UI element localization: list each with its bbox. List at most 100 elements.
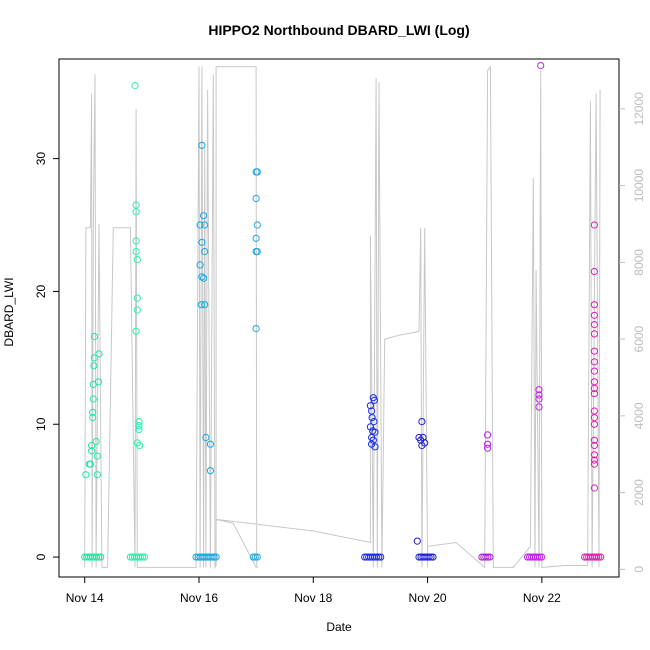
data-point bbox=[133, 294, 141, 302]
data-point bbox=[590, 441, 599, 450]
data-point bbox=[590, 358, 599, 366]
y2-tick-label: 10000 bbox=[632, 169, 646, 203]
data-point bbox=[89, 408, 97, 416]
data-point-baseline bbox=[595, 553, 603, 561]
data-point-baseline bbox=[253, 553, 261, 561]
data-point bbox=[590, 347, 599, 355]
data-point bbox=[590, 330, 599, 338]
data-point bbox=[132, 248, 140, 256]
data-point bbox=[133, 256, 141, 264]
data-point-baseline bbox=[251, 553, 259, 561]
plot-area: Nov 14 Nov 16 Nov 18 Nov 20 Nov 22 0 10 20 30 0 20… bbox=[34, 58, 646, 605]
x-tick-label: Nov 16 bbox=[180, 591, 218, 605]
plot-frame bbox=[58, 58, 620, 578]
data-point bbox=[88, 441, 96, 450]
data-point bbox=[132, 327, 140, 335]
data-point bbox=[86, 460, 95, 468]
data-point bbox=[135, 422, 143, 430]
y2-tick-label: 12000 bbox=[632, 92, 646, 126]
data-point-baseline bbox=[482, 553, 490, 561]
data-point bbox=[590, 267, 599, 276]
data-point bbox=[93, 452, 101, 460]
data-point-baseline bbox=[97, 553, 105, 561]
data-point bbox=[198, 238, 206, 246]
data-point bbox=[535, 386, 543, 394]
data-point bbox=[132, 237, 140, 245]
data-point-baseline bbox=[538, 553, 546, 561]
data-point bbox=[90, 362, 98, 370]
data-point bbox=[202, 433, 210, 442]
data-point bbox=[590, 390, 599, 398]
data-point bbox=[135, 418, 143, 426]
data-point bbox=[369, 436, 377, 444]
data-point bbox=[198, 141, 206, 149]
y-tick-label: 0 bbox=[34, 553, 48, 560]
data-point bbox=[253, 168, 261, 176]
data-point bbox=[196, 261, 204, 269]
data-point bbox=[590, 367, 599, 375]
data-point bbox=[366, 423, 374, 431]
data-point bbox=[413, 537, 421, 545]
data-point bbox=[537, 62, 545, 70]
data-point bbox=[535, 403, 543, 411]
data-point bbox=[366, 402, 374, 410]
data-point bbox=[590, 436, 599, 444]
y2-tick-label: 0 bbox=[632, 566, 646, 573]
y-axis-label: DBARD_LWI bbox=[2, 277, 16, 346]
data-point bbox=[484, 440, 492, 448]
data-point bbox=[95, 350, 103, 358]
data-point bbox=[89, 414, 97, 422]
data-point bbox=[253, 248, 261, 256]
data-point-baseline bbox=[93, 553, 101, 561]
data-point bbox=[89, 395, 97, 403]
data-point bbox=[535, 395, 543, 403]
data-point-baseline bbox=[486, 553, 494, 561]
data-point-baseline bbox=[138, 553, 146, 561]
data-point bbox=[132, 208, 140, 216]
y2-tick-label: 2000 bbox=[632, 479, 646, 506]
x-axis-label: Date bbox=[326, 620, 352, 634]
data-point bbox=[131, 82, 139, 90]
data-point bbox=[200, 212, 208, 220]
chart-title: HIPPO2 Northbound DBARD_LWI (Log) bbox=[208, 22, 469, 38]
data-point-baseline bbox=[249, 553, 257, 561]
data-point-baseline bbox=[95, 553, 103, 561]
x-tick-label: Nov 22 bbox=[523, 591, 561, 605]
data-point bbox=[133, 439, 141, 447]
data-point bbox=[94, 378, 103, 386]
x-tick-label: Nov 14 bbox=[66, 591, 104, 605]
data-point bbox=[590, 414, 599, 422]
data-point bbox=[590, 460, 599, 468]
data-point bbox=[590, 378, 599, 386]
data-point bbox=[484, 444, 492, 452]
data-point bbox=[252, 194, 260, 203]
data-point-baseline bbox=[212, 553, 220, 561]
data-point-baseline bbox=[425, 553, 433, 561]
data-point-baseline bbox=[136, 553, 144, 561]
data-point-baseline bbox=[208, 553, 216, 561]
data-point bbox=[590, 420, 599, 428]
data-point bbox=[252, 325, 260, 333]
data-point bbox=[201, 248, 209, 256]
data-point bbox=[590, 451, 599, 459]
data-point-baseline bbox=[373, 553, 381, 561]
x-tick-label: Nov 20 bbox=[409, 591, 447, 605]
data-point bbox=[590, 456, 599, 464]
data-point bbox=[418, 418, 426, 426]
data-point bbox=[133, 306, 141, 314]
data-point bbox=[371, 428, 379, 436]
x-tick-label: Nov 18 bbox=[294, 591, 332, 605]
data-point bbox=[535, 391, 543, 399]
y-tick-label: 30 bbox=[34, 152, 48, 166]
data-point-baseline bbox=[484, 553, 492, 561]
data-point bbox=[252, 234, 260, 242]
data-point bbox=[200, 274, 208, 282]
data-point bbox=[197, 301, 205, 309]
data-point-baseline bbox=[375, 553, 383, 561]
data-point bbox=[198, 273, 206, 281]
data-point bbox=[135, 426, 143, 434]
data-point bbox=[590, 221, 599, 229]
altitude-trace-line bbox=[84, 65, 601, 570]
data-point bbox=[590, 407, 599, 415]
